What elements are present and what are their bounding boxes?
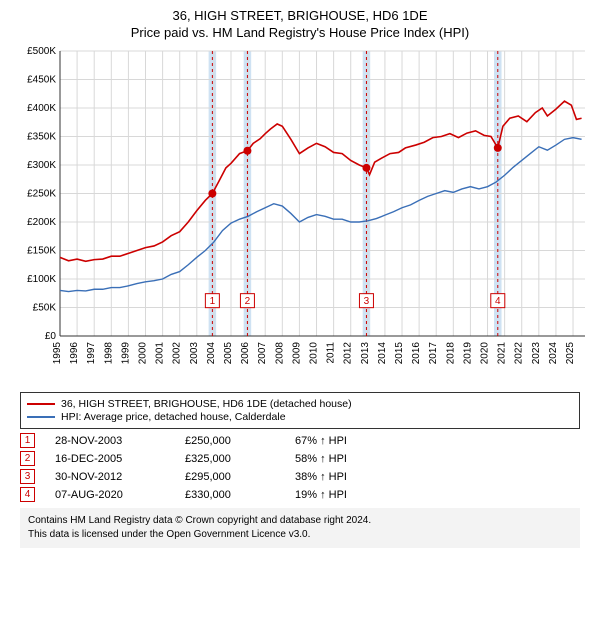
svg-text:1998: 1998 bbox=[103, 342, 114, 365]
svg-text:4: 4 bbox=[495, 296, 501, 307]
legend-item: 36, HIGH STREET, BRIGHOUSE, HD6 1DE (det… bbox=[27, 398, 573, 410]
event-date: 30-NOV-2012 bbox=[55, 471, 185, 483]
svg-text:2019: 2019 bbox=[462, 342, 473, 365]
event-marker-box: 3 bbox=[20, 469, 35, 484]
svg-text:£300K: £300K bbox=[27, 160, 56, 171]
footer-attribution: Contains HM Land Registry data © Crown c… bbox=[20, 508, 580, 548]
event-pct: 19% ↑ HPI bbox=[295, 489, 415, 501]
legend-swatch bbox=[27, 416, 55, 418]
event-marker-box: 1 bbox=[20, 433, 35, 448]
svg-text:1996: 1996 bbox=[69, 342, 80, 365]
svg-text:£0: £0 bbox=[45, 331, 57, 342]
page-subtitle: Price paid vs. HM Land Registry's House … bbox=[10, 25, 590, 40]
svg-text:2008: 2008 bbox=[274, 342, 285, 365]
svg-text:1995: 1995 bbox=[52, 342, 63, 365]
svg-text:2002: 2002 bbox=[172, 342, 183, 365]
svg-text:2015: 2015 bbox=[394, 342, 405, 365]
svg-text:2018: 2018 bbox=[445, 342, 456, 365]
table-row: 1 28-NOV-2003£250,00067% ↑ HPI bbox=[20, 433, 580, 448]
svg-text:2020: 2020 bbox=[480, 342, 491, 365]
svg-text:£250K: £250K bbox=[27, 189, 56, 200]
svg-text:2023: 2023 bbox=[531, 342, 542, 365]
event-date: 16-DEC-2005 bbox=[55, 453, 185, 465]
svg-text:£350K: £350K bbox=[27, 132, 56, 143]
svg-text:2001: 2001 bbox=[155, 342, 166, 365]
svg-text:£500K: £500K bbox=[27, 46, 56, 57]
svg-text:2005: 2005 bbox=[223, 342, 234, 365]
svg-text:2009: 2009 bbox=[291, 342, 302, 365]
svg-text:2010: 2010 bbox=[309, 342, 320, 365]
event-price: £250,000 bbox=[185, 435, 295, 447]
svg-text:£100K: £100K bbox=[27, 274, 56, 285]
svg-text:1997: 1997 bbox=[86, 342, 97, 365]
event-price: £330,000 bbox=[185, 489, 295, 501]
legend-item: HPI: Average price, detached house, Cald… bbox=[27, 411, 573, 423]
svg-text:2017: 2017 bbox=[428, 342, 439, 365]
svg-text:2013: 2013 bbox=[360, 342, 371, 365]
svg-text:3: 3 bbox=[364, 296, 370, 307]
event-price: £325,000 bbox=[185, 453, 295, 465]
svg-text:£150K: £150K bbox=[27, 246, 56, 257]
event-pct: 58% ↑ HPI bbox=[295, 453, 415, 465]
svg-text:£200K: £200K bbox=[27, 217, 56, 228]
svg-text:2021: 2021 bbox=[497, 342, 508, 365]
table-row: 4 07-AUG-2020£330,00019% ↑ HPI bbox=[20, 487, 580, 502]
event-date: 28-NOV-2003 bbox=[55, 435, 185, 447]
svg-text:£50K: £50K bbox=[33, 303, 57, 314]
svg-text:1999: 1999 bbox=[120, 342, 131, 365]
event-pct: 67% ↑ HPI bbox=[295, 435, 415, 447]
svg-text:2: 2 bbox=[245, 296, 251, 307]
svg-text:£400K: £400K bbox=[27, 103, 56, 114]
svg-text:2003: 2003 bbox=[189, 342, 200, 365]
legend-label: 36, HIGH STREET, BRIGHOUSE, HD6 1DE (det… bbox=[61, 398, 352, 410]
event-marker-box: 4 bbox=[20, 487, 35, 502]
svg-text:2007: 2007 bbox=[257, 342, 268, 365]
legend-label: HPI: Average price, detached house, Cald… bbox=[61, 411, 286, 423]
price-chart: £0 £50K £100K £150K £200K £250K £300K £350K £400… bbox=[10, 46, 590, 386]
footer-line: Contains HM Land Registry data © Crown c… bbox=[28, 514, 572, 528]
event-marker-box: 2 bbox=[20, 451, 35, 466]
svg-text:£450K: £450K bbox=[27, 75, 56, 86]
svg-text:2004: 2004 bbox=[206, 342, 217, 365]
svg-text:1: 1 bbox=[210, 296, 216, 307]
svg-text:2014: 2014 bbox=[377, 342, 388, 365]
svg-text:2025: 2025 bbox=[565, 342, 576, 365]
svg-text:2012: 2012 bbox=[343, 342, 354, 365]
page-title: 36, HIGH STREET, BRIGHOUSE, HD6 1DE bbox=[10, 8, 590, 23]
event-date: 07-AUG-2020 bbox=[55, 489, 185, 501]
legend-swatch bbox=[27, 403, 55, 405]
events-table: 1 28-NOV-2003£250,00067% ↑ HPI 2 16-DEC-200… bbox=[20, 433, 580, 502]
svg-text:2006: 2006 bbox=[240, 342, 251, 365]
svg-text:2016: 2016 bbox=[411, 342, 422, 365]
svg-text:2024: 2024 bbox=[548, 342, 559, 365]
event-price: £295,000 bbox=[185, 471, 295, 483]
svg-text:2011: 2011 bbox=[326, 342, 337, 364]
table-row: 2 16-DEC-2005£325,00058% ↑ HPI bbox=[20, 451, 580, 466]
table-row: 3 30-NOV-2012£295,00038% ↑ HPI bbox=[20, 469, 580, 484]
footer-line: This data is licensed under the Open Gov… bbox=[28, 528, 572, 542]
svg-text:2000: 2000 bbox=[138, 342, 149, 365]
svg-text:2022: 2022 bbox=[514, 342, 525, 365]
event-pct: 38% ↑ HPI bbox=[295, 471, 415, 483]
legend: 36, HIGH STREET, BRIGHOUSE, HD6 1DE (det… bbox=[20, 392, 580, 429]
